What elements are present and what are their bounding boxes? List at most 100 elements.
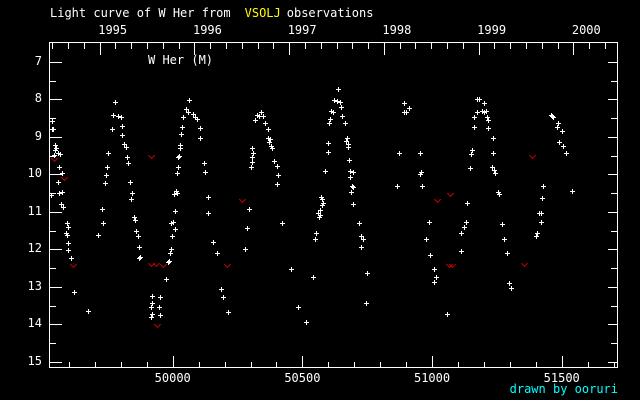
data-point [328,109,334,115]
data-point [330,109,336,115]
left-axis-tick-label: 13 [27,278,42,293]
axis-tick [146,362,148,368]
axis-tick [608,286,617,288]
data-point [508,286,514,292]
data-point [105,164,111,170]
data-point [313,230,319,236]
axis-tick [147,43,149,49]
data-point [210,239,216,245]
axis-tick [587,362,589,368]
data-point [173,208,179,214]
data-point [326,140,332,146]
data-point [263,121,269,127]
data-point [349,184,355,190]
data-point [337,100,343,106]
axis-tick [380,362,382,368]
axis-tick [589,43,591,49]
data-point [149,293,155,299]
vsolj-highlight: VSOLJ [244,6,281,20]
data-point [491,167,497,173]
data-point [246,206,252,212]
data-point [186,109,191,115]
axis-tick [120,362,122,368]
data-point [316,214,322,220]
axis-tick [50,118,56,120]
data-point [168,250,174,256]
data-point [347,175,353,181]
axis-tick [525,43,527,49]
data-point [501,236,507,242]
data-point [340,113,346,119]
data-point [205,194,211,200]
data-point [417,172,423,178]
data-point [348,190,354,196]
data-point [251,151,257,157]
data-point [492,170,498,176]
data-point [485,115,491,121]
data-point [426,220,432,226]
data-point [133,217,139,223]
axis-tick [226,43,227,49]
axis-tick [611,155,617,157]
data-point [168,247,174,253]
data-point [288,266,294,272]
data-point [534,230,540,236]
data-point [555,121,561,127]
axis-tick [194,43,196,55]
data-point [181,115,187,121]
data-point [433,274,439,280]
data-point [560,143,566,149]
data-point [195,116,201,122]
data-point [205,211,211,217]
data-point [418,169,424,175]
axis-tick [250,362,252,368]
data-point [364,271,370,277]
data-point [358,244,364,250]
data-point [175,190,181,196]
data-point [96,232,102,238]
data-point [170,220,176,226]
axis-tick [494,43,496,49]
data-point [175,154,181,160]
data-point [346,142,352,148]
data-point [64,230,70,236]
left-axis-tick-label: 8 [34,91,42,106]
axis-tick [328,362,330,368]
data-point [320,202,326,208]
data-point [85,308,91,314]
data-point [175,164,181,170]
data-point [320,200,326,206]
axis-tick [611,343,617,345]
axis-tick [611,230,617,232]
data-point [250,145,256,151]
axis-tick [50,211,62,213]
data-point [472,115,478,121]
left-axis-tick-label: 14 [27,316,42,331]
data-point [431,266,437,272]
data-point [265,136,271,142]
data-point [103,181,109,187]
axis-tick [368,43,370,49]
data-point [563,151,569,157]
axis-tick [50,230,56,232]
data-point [148,304,154,310]
axis-tick [50,305,56,307]
axis-tick [561,356,563,368]
chart-title: Light curve of W Her from VSOLJ observatio… [50,6,373,20]
data-point [506,280,512,286]
data-point [550,115,556,121]
data-point [218,286,224,292]
data-point [176,154,182,160]
axis-tick [510,43,512,49]
left-axis-tick-label: 11 [27,203,42,218]
data-point [304,319,309,325]
data-point [332,97,338,103]
data-point [490,136,496,142]
data-point [549,113,555,119]
data-point [267,136,273,142]
data-point [343,139,349,145]
top-axis-year-label: 1999 [477,23,507,37]
bottom-axis-tick-label: 50500 [284,371,321,385]
data-point [115,113,121,119]
data-point [431,280,437,286]
